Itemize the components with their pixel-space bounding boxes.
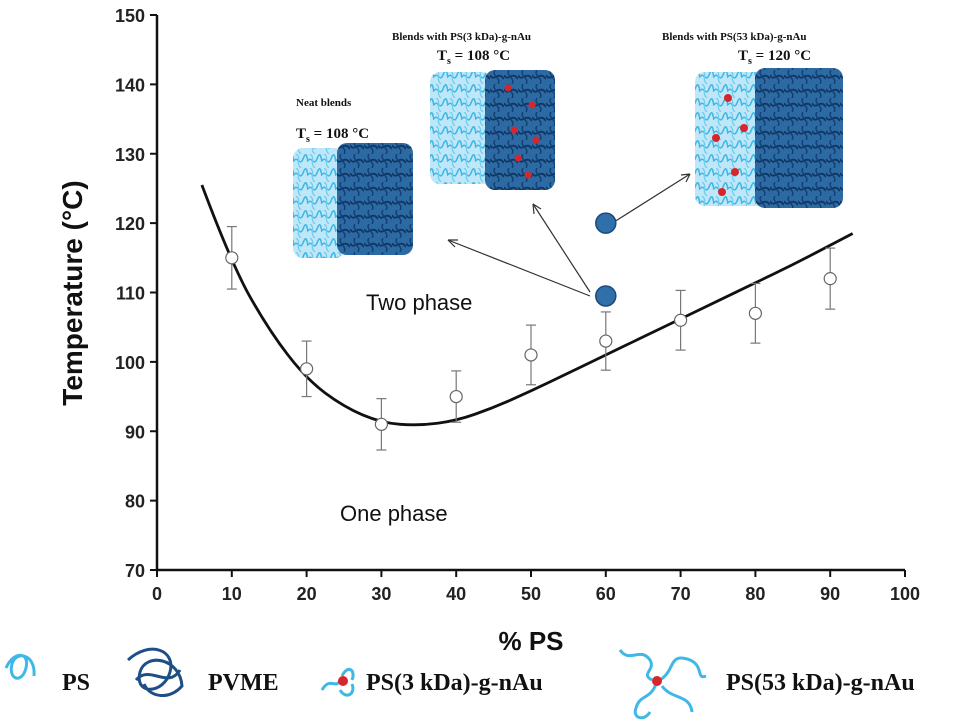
inset-3kda-blends: Blends with PS(3 kDa)-g-nAu Ts = 108 °C	[392, 31, 555, 190]
ps-domain-illustration	[430, 72, 492, 184]
data-point	[673, 313, 688, 327]
y-tick-label: 90	[125, 422, 145, 442]
data-point	[599, 334, 613, 348]
x-tick-label: 0	[152, 584, 162, 604]
y-ticks: 70 80 90 100 110 120 130 140 150	[115, 6, 157, 581]
inset-title: Blends with PS(53 kDa)-g-nAu	[662, 31, 807, 43]
legend-label: PS	[62, 670, 90, 696]
ps-domain-illustration	[293, 148, 345, 258]
inset-53kda-blends: Blends with PS(53 kDa)-g-nAu Ts = 120 °C	[662, 31, 843, 208]
y-tick-label: 70	[125, 561, 145, 581]
y-tick-label: 110	[116, 284, 145, 304]
x-tick-label: 80	[745, 584, 765, 604]
y-axis-title: Temperature (°C)	[57, 180, 88, 405]
data-point-layer	[225, 251, 837, 431]
data-point	[449, 389, 463, 404]
x-tick-label: 90	[820, 584, 840, 604]
data-point	[823, 272, 837, 286]
arrow-to-53kda	[613, 173, 691, 223]
inset-title: Blends with PS(3 kDa)-g-nAu	[392, 31, 531, 43]
pointer-arrows	[447, 173, 691, 297]
legend-item-ps: PS	[4, 653, 90, 696]
ps-53kda-grafted-icon	[618, 648, 707, 720]
inset-ts: Ts = 120 °C	[738, 48, 811, 67]
inset-title: Neat blends	[296, 97, 352, 109]
x-axis-title: % PS	[498, 626, 563, 656]
pvme-domain-illustration	[485, 70, 555, 190]
gold-nanoparticle-icon	[338, 676, 348, 686]
y-tick-label: 140	[115, 75, 145, 95]
legend-label: PVME	[208, 670, 279, 696]
one-phase-label: One phase	[340, 501, 448, 526]
two-phase-label: Two phase	[366, 290, 472, 315]
inset-neat-blends: Neat blends Ts = 108 °C	[293, 97, 413, 258]
y-tick-label: 80	[125, 492, 145, 512]
highlight-point	[595, 212, 617, 234]
legend: PS PVME PS(3 kDa)-g-nAu PS(53 kDa)-g-nAu	[4, 647, 915, 720]
x-ticks: 0 10 20 30 40 50 60 70 80 90 100	[152, 570, 920, 604]
data-point	[300, 362, 314, 376]
inset-ts: Ts = 108 °C	[296, 126, 369, 145]
arrow-to-neat	[447, 239, 591, 297]
arrow-to-3kda	[532, 203, 591, 293]
y-tick-label: 120	[115, 214, 145, 234]
highlight-point-layer	[595, 212, 617, 307]
x-tick-label: 30	[371, 584, 391, 604]
gold-nanoparticles	[504, 84, 540, 179]
data-point	[748, 306, 763, 320]
pvme-domain-illustration	[755, 68, 843, 208]
pvme-coil-icon	[126, 647, 184, 697]
legend-label: PS(53 kDa)-g-nAu	[726, 670, 915, 696]
ps-3kda-grafted-icon	[320, 667, 355, 697]
data-point	[225, 251, 239, 265]
ps-coil-icon	[4, 653, 36, 680]
y-tick-label: 150	[115, 6, 145, 26]
x-tick-label: 50	[521, 584, 541, 604]
pvme-domain-illustration	[337, 143, 413, 255]
highlight-point	[595, 285, 617, 307]
legend-label: PS(3 kDa)-g-nAu	[366, 670, 543, 696]
x-tick-label: 100	[890, 584, 920, 604]
ps-domain-illustration	[695, 72, 767, 206]
axes: 0 10 20 30 40 50 60 70 80 90 100 70 80 90 100 110 120 13…	[115, 6, 920, 604]
gold-nanoparticles	[712, 94, 748, 196]
data-point	[524, 348, 538, 362]
x-tick-label: 40	[446, 584, 466, 604]
legend-item-pvme: PVME	[126, 647, 279, 697]
x-tick-label: 10	[222, 584, 242, 604]
x-tick-label: 70	[671, 584, 691, 604]
y-tick-label: 100	[115, 353, 145, 373]
legend-item-ps-53kda: PS(53 kDa)-g-nAu	[618, 648, 915, 720]
x-tick-label: 60	[596, 584, 616, 604]
x-tick-label: 20	[297, 584, 317, 604]
gold-nanoparticle-icon	[652, 676, 662, 686]
legend-item-ps-3kda: PS(3 kDa)-g-nAu	[320, 667, 543, 697]
data-point	[374, 417, 388, 431]
inset-ts: Ts = 108 °C	[437, 48, 510, 67]
y-tick-label: 130	[115, 145, 145, 165]
error-bar-layer	[226, 225, 836, 451]
